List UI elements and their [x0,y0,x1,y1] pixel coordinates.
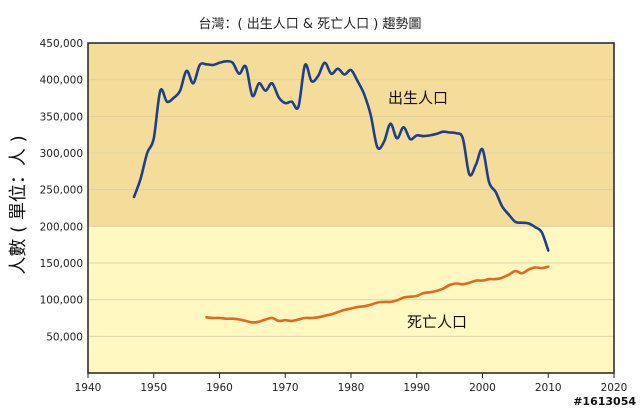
y-tick-label: 350,000 [40,111,83,123]
y-axis-label: 人數 ( 單位：人 ) [8,135,29,274]
plot-background [88,43,614,373]
y-tick-label: 200,000 [40,221,83,233]
x-axis-ticks: 1940 1950 1960 1970 1980 1990 2000 2010 2020 [75,373,628,394]
y-tick-label: 400,000 [40,75,83,87]
y-tick-label: 300,000 [40,148,83,160]
x-tick-label: 1980 [338,382,365,394]
x-tick-label: 1950 [140,382,167,394]
x-tick-label: 2000 [469,382,496,394]
series-label-births: 出生人口 [388,89,448,107]
x-tick-label: 2020 [601,382,628,394]
x-tick-label: 1970 [272,382,299,394]
series-label-deaths: 死亡人口 [407,313,467,331]
y-tick-label: 150,000 [40,258,83,270]
x-tick-label: 1940 [75,382,102,394]
x-tick-label: 1960 [206,382,233,394]
series-lines [132,59,550,324]
chart-title: 台灣：( 出生人口 & 死亡人口 ) 趨勢圖 [199,17,422,32]
y-tick-label: 250,000 [40,185,83,197]
x-tick-label: 1990 [403,382,430,394]
y-tick-label: 450,000 [40,38,83,50]
series-line-births [132,59,550,252]
y-axis-ticks: 50,000 100,000 150,000 200,000 250,000 300,00… [40,38,83,343]
watermark: #1613054 [573,395,636,408]
y-tick-label: 100,000 [40,295,83,307]
y-tick-label: 50,000 [46,331,83,343]
x-tick-label: 2010 [535,382,562,394]
series-line-deaths [205,265,550,324]
